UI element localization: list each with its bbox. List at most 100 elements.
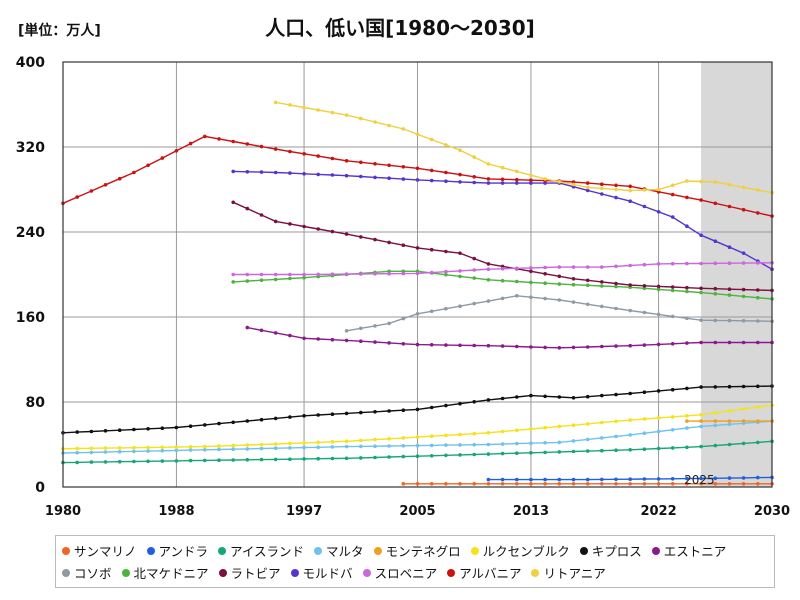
data-point [203, 444, 207, 449]
data-point [302, 414, 306, 418]
data-point [259, 417, 264, 422]
data-point [741, 441, 746, 446]
data-point [614, 281, 618, 286]
data-point [543, 425, 547, 430]
data-point [160, 426, 165, 431]
legend-item: モルドバ [290, 562, 353, 584]
data-point [515, 279, 519, 284]
data-point [515, 266, 519, 271]
data-point [132, 445, 136, 450]
data-point [585, 477, 590, 482]
y-tick-label: 320 [16, 140, 45, 156]
data-point [401, 243, 406, 247]
data-point [288, 446, 292, 450]
legend-label: アルバニア [459, 566, 522, 581]
data-point [231, 169, 235, 174]
data-point [656, 210, 661, 214]
data-point [458, 172, 462, 177]
legend-swatch-icon [362, 568, 371, 577]
data-point [486, 482, 491, 486]
data-point [628, 433, 632, 437]
data-point [444, 343, 448, 347]
data-point [273, 442, 278, 446]
data-point [642, 262, 647, 267]
data-point [330, 110, 335, 115]
data-point [529, 295, 533, 300]
data-point [401, 482, 406, 486]
data-point [245, 142, 250, 146]
data-point [685, 289, 689, 294]
data-point [571, 282, 576, 287]
data-point [344, 159, 349, 163]
data-point [273, 446, 278, 451]
data-point [387, 321, 391, 326]
data-point [600, 280, 604, 284]
data-point [302, 457, 306, 461]
data-point [529, 393, 533, 398]
data-point [444, 443, 448, 447]
data-point [373, 162, 377, 166]
y-tick-label: 80 [26, 395, 46, 411]
data-point [89, 446, 94, 451]
data-point [600, 265, 604, 269]
data-point [741, 482, 746, 486]
y-tick-label: 160 [16, 310, 45, 326]
data-point [713, 385, 718, 389]
data-point [330, 229, 335, 234]
x-tick-label: 1997 [286, 504, 322, 519]
data-point [628, 448, 632, 452]
data-point [557, 298, 562, 302]
data-point [373, 237, 377, 242]
data-point [387, 409, 391, 413]
data-point [529, 280, 533, 285]
data-point [288, 457, 292, 462]
data-point [543, 181, 547, 185]
data-point [259, 170, 264, 174]
data-point [174, 459, 179, 463]
data-point [444, 482, 448, 486]
data-point [387, 240, 391, 245]
data-point [387, 176, 391, 180]
data-point [656, 342, 661, 347]
data-point [699, 444, 703, 449]
data-point [600, 304, 604, 309]
data-point [217, 458, 221, 463]
data-point [429, 482, 434, 486]
data-point [344, 329, 349, 333]
data-point [316, 227, 321, 231]
data-point [600, 182, 604, 186]
data-point [89, 450, 94, 455]
data-point [359, 272, 363, 276]
data-point [600, 186, 604, 191]
series-エストニア [245, 325, 774, 350]
x-tick-label: 2005 [399, 504, 435, 519]
data-point [557, 395, 562, 399]
data-point [727, 422, 732, 427]
data-point [756, 188, 760, 192]
data-point [500, 181, 505, 185]
data-point [670, 415, 675, 419]
series-モルドバ [231, 169, 774, 272]
data-point [344, 113, 349, 117]
data-point [415, 454, 420, 459]
legend-swatch-icon [579, 546, 588, 555]
data-point [146, 449, 150, 453]
data-point [529, 266, 533, 270]
data-point [302, 105, 306, 110]
data-point [628, 308, 632, 313]
data-point [585, 283, 590, 288]
data-point [614, 187, 618, 192]
data-point [415, 178, 420, 182]
data-point [174, 149, 179, 153]
data-point [316, 272, 321, 277]
data-point [515, 441, 519, 446]
data-point [756, 288, 760, 292]
data-point [174, 445, 179, 449]
data-point [75, 430, 79, 434]
data-point [543, 281, 547, 286]
data-point [387, 123, 391, 128]
data-point [444, 403, 448, 408]
data-point [756, 295, 760, 300]
data-point [259, 144, 264, 149]
legend-label: スロベニア [374, 566, 438, 581]
